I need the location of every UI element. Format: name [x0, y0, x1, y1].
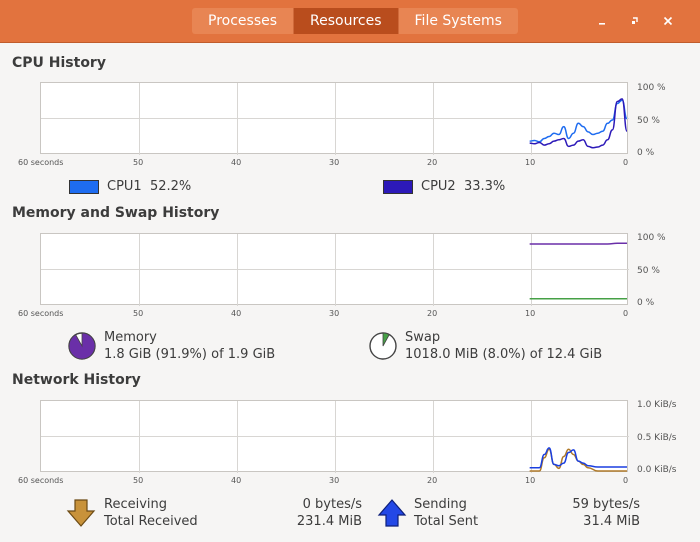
total-received-label: Total Received	[104, 514, 198, 529]
minimize-icon[interactable]	[592, 11, 612, 31]
cpu-plot-svg	[41, 83, 629, 155]
mem-xtick: 40	[231, 309, 242, 318]
mem-xtick: 60 seconds	[18, 309, 64, 318]
maximize-icon[interactable]	[625, 11, 645, 31]
memory-history-graph	[40, 233, 629, 306]
cpu-ytick-50: 50 %	[637, 116, 660, 126]
net-xtick: 30	[329, 476, 340, 485]
cpu2-label: CPU2 33.3%	[421, 179, 506, 194]
net-plot-svg	[41, 401, 629, 473]
swap-pie-icon[interactable]	[368, 331, 398, 361]
swap-detail: 1018.0 MiB (8.0%) of 12.4 GiB	[405, 347, 603, 362]
net-xtick: 10	[525, 476, 536, 485]
receiving-rate: 0 bytes/s	[302, 497, 362, 512]
cpu-xtick: 0	[623, 158, 629, 167]
cpu-xtick: 10	[525, 158, 536, 167]
mem-xtick: 20	[427, 309, 438, 318]
network-history-title: Network History	[12, 372, 141, 388]
network-history-graph	[40, 400, 629, 473]
close-icon[interactable]	[658, 11, 678, 31]
net-ytick-mid: 0.5 KiB/s	[637, 433, 677, 443]
cpu-ytick-0: 0 %	[637, 148, 655, 158]
cpu-xtick: 50	[133, 158, 144, 167]
sending-rate: 59 bytes/s	[572, 497, 640, 512]
cpu-xtick: 40	[231, 158, 242, 167]
mem-xtick: 30	[329, 309, 340, 318]
receiving-arrow-icon[interactable]	[66, 498, 96, 528]
memory-pie-icon[interactable]	[67, 331, 97, 361]
tab-file-systems[interactable]: File Systems	[397, 8, 518, 34]
sending-label: Sending	[414, 497, 467, 512]
mem-xtick: 0	[623, 309, 629, 318]
receiving-label: Receiving	[104, 497, 168, 512]
mem-series-line-memory	[529, 242, 627, 245]
cpu-history-graph	[40, 82, 629, 155]
mem-xtick: 50	[133, 309, 144, 318]
cpu-history-title: CPU History	[12, 55, 106, 71]
tab-resources[interactable]: Resources	[293, 8, 398, 34]
cpu-ytick-100: 100 %	[637, 83, 666, 93]
mem-plot-svg	[41, 234, 629, 306]
cpu2-color-swatch[interactable]	[383, 180, 413, 194]
total-sent-value: 31.4 MiB	[583, 514, 640, 529]
net-ytick-max: 1.0 KiB/s	[637, 400, 677, 410]
net-xtick: 50	[133, 476, 144, 485]
sending-arrow-icon[interactable]	[377, 498, 407, 528]
cpu-xtick: 30	[329, 158, 340, 167]
mem-ytick-0: 0 %	[637, 298, 655, 308]
memory-history-title: Memory and Swap History	[12, 205, 220, 221]
net-xtick: 60 seconds	[18, 476, 64, 485]
cpu-series-line-cpu2	[529, 98, 628, 149]
total-received-value: 231.4 MiB	[296, 514, 362, 529]
memory-detail: 1.8 GiB (91.9%) of 1.9 GiB	[104, 347, 276, 362]
cpu-xtick: 60 seconds	[18, 158, 64, 167]
cpu1-label: CPU1 52.2%	[107, 179, 192, 194]
net-ytick-min: 0.0 KiB/s	[637, 465, 677, 475]
memory-label: Memory	[104, 330, 157, 345]
mem-xtick: 10	[525, 309, 536, 318]
net-xtick: 40	[231, 476, 242, 485]
cpu-series-line-cpu1	[529, 99, 628, 143]
net-xtick: 0	[623, 476, 629, 485]
cpu-xtick: 20	[427, 158, 438, 167]
swap-label: Swap	[405, 330, 441, 345]
cpu1-color-swatch[interactable]	[69, 180, 99, 194]
view-tabs: Processes Resources File Systems	[192, 8, 518, 34]
title-bar: Processes Resources File Systems	[0, 0, 700, 43]
net-xtick: 20	[427, 476, 438, 485]
tab-processes[interactable]: Processes	[192, 8, 294, 34]
mem-ytick-100: 100 %	[637, 233, 666, 243]
net-series-line-sending	[529, 447, 627, 469]
mem-ytick-50: 50 %	[637, 266, 660, 276]
total-sent-label: Total Sent	[414, 514, 479, 529]
